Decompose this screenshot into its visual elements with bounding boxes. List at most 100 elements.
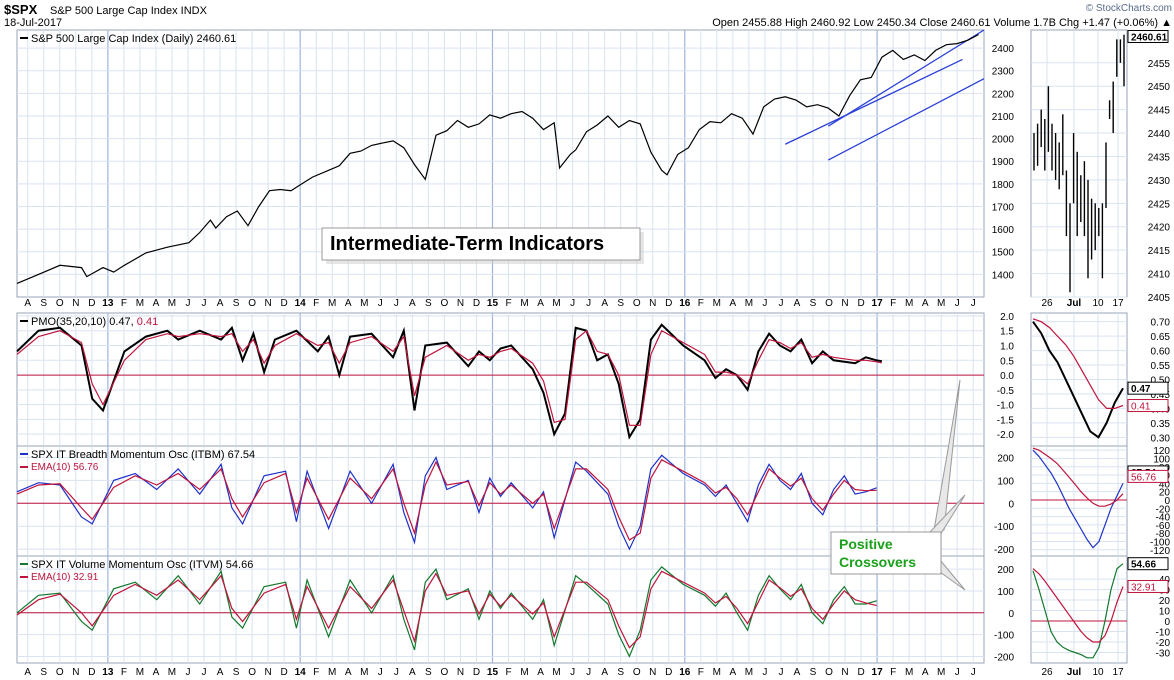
itbm-frame: [16, 445, 985, 557]
itvm-panel: 200 100 0 -100 -200 SPX IT Volume Momentum Os…: [16, 555, 1014, 664]
y-tick-label: -120: [1150, 546, 1170, 557]
month-label: F: [698, 667, 704, 678]
y-tick-label: -100: [994, 522, 1014, 533]
value-label-text: 32.91: [1131, 583, 1156, 594]
month-label: M: [136, 667, 144, 678]
month-label: J: [186, 298, 191, 309]
y-tick-label: 200: [997, 453, 1014, 464]
itvm-title: SPX IT Volume Momentum Osc (ITVM) 54.66: [31, 559, 253, 571]
month-label: N: [72, 298, 79, 309]
title-box: Intermediate-Term Indicators: [321, 227, 644, 264]
series-line: [16, 33, 979, 284]
month-label: A: [537, 667, 544, 678]
month-label: N: [841, 667, 848, 678]
month-label: 14: [295, 667, 307, 678]
pmo-title: PMO(35,20,10) 0.47, 0.41: [31, 316, 158, 328]
title-box-bg: [321, 227, 641, 261]
y-tick-label: 1400: [992, 270, 1015, 281]
month-label: A: [922, 667, 929, 678]
y-tick-label: 2450: [1148, 82, 1171, 93]
month-label: F: [698, 298, 704, 309]
month-label: J: [570, 667, 575, 678]
month-label: J: [586, 298, 591, 309]
y-tick-label: 0.60: [1151, 347, 1171, 358]
month-label: A: [794, 298, 801, 309]
pmo-panel: 2.0 1.5 1.0 0.5 0.0 -0.5 -1.0 -1.5 -2.0 PMO(35,20…: [16, 312, 1015, 447]
month-label: M: [937, 298, 945, 309]
zoom-panels: 2455 2450 2445 2440 2435 2430 2425 2420 2415 2410…: [1030, 29, 1171, 678]
y-tick-label: 2445: [1148, 106, 1171, 117]
month-label: N: [457, 298, 464, 309]
month-label: S: [425, 298, 432, 309]
month-label: O: [56, 298, 64, 309]
month-label: O: [248, 298, 256, 309]
chart-date: 18-Jul-2017: [4, 17, 62, 29]
month-label: J: [586, 667, 591, 678]
month-label: F: [121, 667, 127, 678]
y-tick-label: -100: [1150, 537, 1170, 548]
month-label: S: [617, 298, 624, 309]
y-tick-label: -200: [994, 545, 1014, 556]
month-label: S: [810, 298, 817, 309]
month-label: M: [552, 667, 560, 678]
y-tick-label: 1800: [992, 180, 1015, 191]
y-tick-label: 2.0: [1000, 312, 1014, 323]
y-tick-label: -20: [1156, 638, 1171, 649]
zoom-date-label: 10: [1092, 667, 1104, 678]
itbm-legend: EMA(10) 56.76: [31, 462, 99, 473]
y-tick-label: 1500: [992, 248, 1015, 259]
month-label: M: [745, 667, 753, 678]
title-box-text: Intermediate-Term Indicators: [330, 233, 604, 255]
month-label: S: [425, 667, 432, 678]
y-tick-label: 0.0: [1000, 371, 1014, 382]
zoom-series-line: [1032, 447, 1124, 507]
month-label: M: [905, 667, 913, 678]
y-tick-label: 2410: [1148, 270, 1171, 281]
crossover-callout: Positive Crossovers: [830, 379, 966, 591]
y-tick-label: 0.70: [1151, 318, 1171, 329]
main-panels: 2400230022002100200019001800170016001500…: [16, 29, 1015, 678]
y-tick-label: 2405: [1148, 293, 1171, 304]
zoom-date-label: Jul: [1067, 298, 1082, 309]
month-label: 14: [295, 298, 307, 309]
month-label: A: [730, 667, 737, 678]
month-label: D: [473, 298, 480, 309]
month-label: J: [955, 667, 960, 678]
month-label: M: [168, 298, 176, 309]
series-line: [16, 329, 883, 426]
y-tick-label: 2200: [992, 89, 1015, 100]
itbm_zoom-panel: 120100806040200-20-40-60-80-100-12067.54…: [1030, 445, 1171, 557]
month-label: S: [40, 667, 47, 678]
month-label: F: [121, 298, 127, 309]
month-label: M: [328, 298, 336, 309]
y-tick-label: 2425: [1148, 199, 1171, 210]
month-label: M: [520, 298, 528, 309]
y-tick-label: 120: [1153, 446, 1170, 457]
month-label: J: [570, 298, 575, 309]
zoom-series-line: [1032, 563, 1124, 659]
month-label: O: [825, 667, 833, 678]
month-label: J: [971, 667, 976, 678]
month-label: F: [890, 298, 896, 309]
y-tick-label: 2455: [1148, 59, 1171, 70]
y-tick-label: -60: [1156, 521, 1171, 532]
y-tick-label: 0.50: [1151, 376, 1171, 387]
month-label: O: [56, 667, 64, 678]
series-line: [16, 459, 877, 541]
y-tick-label: 2100: [992, 112, 1015, 123]
y-tick-label: -1.0: [997, 401, 1015, 412]
trend-channel-line: [827, 29, 985, 127]
month-label: A: [345, 298, 352, 309]
month-label: D: [665, 667, 672, 678]
y-tick-label: -80: [1156, 529, 1171, 540]
month-label: M: [360, 667, 368, 678]
price-title: S&P 500 Large Cap Index (Daily) 2460.61: [31, 33, 236, 45]
month-label: A: [601, 667, 608, 678]
zoom-date-label: 10: [1092, 298, 1104, 309]
month-label: 17: [872, 667, 884, 678]
callout-box: [830, 531, 942, 575]
month-label: A: [409, 667, 416, 678]
month-label: A: [153, 298, 160, 309]
pmo_zoom-panel: 0.700.650.600.550.500.450.400.350.300.47…: [1030, 312, 1171, 447]
y-tick-label: 100: [997, 587, 1014, 598]
